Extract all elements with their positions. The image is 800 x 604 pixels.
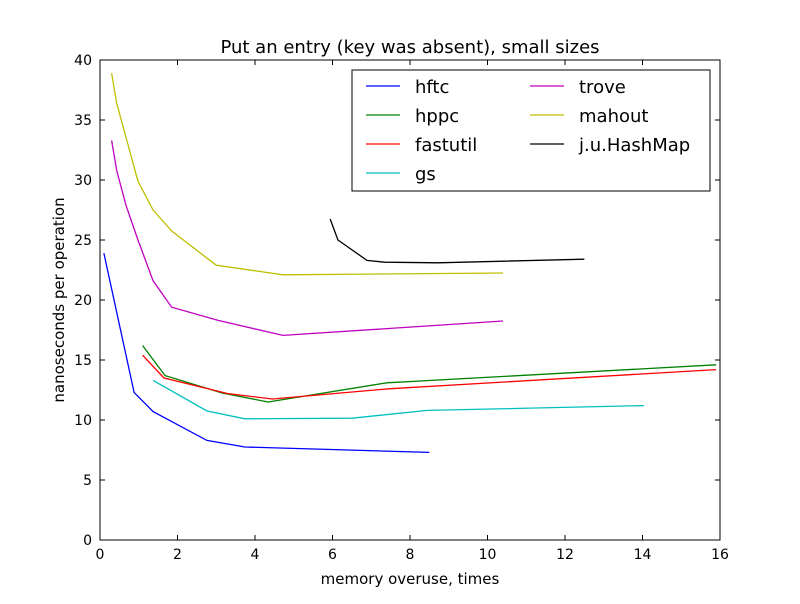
x-tick-label: 10 <box>479 547 497 563</box>
x-axis-label: memory overuse, times <box>321 570 500 588</box>
x-tick-label: 6 <box>328 547 337 563</box>
y-tick-label: 20 <box>74 293 92 309</box>
series-line-hppc <box>142 345 717 403</box>
legend-label: gs <box>415 164 436 185</box>
y-tick-label: 0 <box>83 533 92 549</box>
y-tick-label: 40 <box>74 53 92 69</box>
legend: hftc hppc fastutil gs trove mahout j.u.HashMap <box>351 69 711 192</box>
x-tick-label: 4 <box>251 547 260 563</box>
series-line-fastutil <box>142 354 717 400</box>
series-line-hftc <box>103 253 430 454</box>
legend-frame <box>351 69 711 192</box>
y-axis-label: nanoseconds per operation <box>50 197 68 402</box>
y-tick-label: 25 <box>74 233 92 249</box>
x-tick-label: 16 <box>711 547 729 563</box>
plot-lines <box>103 73 717 454</box>
legend-label: j.u.HashMap <box>578 135 690 156</box>
axis-ticks: 0 2 4 6 8 10 12 14 16 0 5 10 15 20 25 30 35 40 <box>74 53 729 563</box>
series-line-gs <box>152 379 645 420</box>
legend-label: fastutil <box>415 135 477 156</box>
legend-label: hftc <box>415 77 449 98</box>
x-tick-label: 8 <box>406 547 415 563</box>
series-line-trove <box>110 140 504 337</box>
x-tick-label: 14 <box>634 547 652 563</box>
chart-title: Put an entry (key was absent), small siz… <box>220 37 599 58</box>
legend-label: mahout <box>579 106 648 127</box>
y-tick-label: 30 <box>74 173 92 189</box>
series-line-j-u-hashmap <box>329 218 585 264</box>
x-tick-label: 12 <box>556 547 574 563</box>
x-tick-label: 2 <box>173 547 182 563</box>
series-line-mahout <box>110 73 504 276</box>
legend-label: trove <box>579 77 626 98</box>
y-tick-label: 35 <box>74 113 92 129</box>
y-tick-label: 10 <box>74 413 92 429</box>
y-tick-label: 15 <box>74 353 92 369</box>
x-tick-label: 0 <box>96 547 105 563</box>
y-tick-label: 5 <box>83 473 92 489</box>
legend-label: hppc <box>415 106 459 127</box>
